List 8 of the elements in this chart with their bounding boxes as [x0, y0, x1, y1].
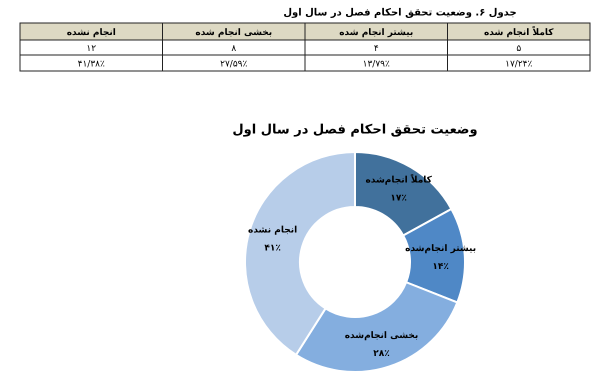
data-label: ۱۴٪	[432, 262, 449, 272]
data-label: ۴۱٪	[264, 244, 281, 254]
table: جدول ۶. وضعیت تحقق احکام فصل در سال اول کاملاً انجام شده بیشتر انجام شده بخشی انجام شده انجام نشده ۵ ۴ ۸ ۱۲ ۱۷/۲۴٪ ۱۳/۷۹٪ ۲۷/۵۹٪ ۴۱/۳۸٪	[20, 8, 590, 72]
data-label: ۲۸٪	[373, 349, 390, 360]
chart-title: وضعیت تحقق احکام فصل در سال اول	[232, 122, 478, 138]
data-label: ۱۷٪	[390, 194, 407, 204]
slice-label: انجام نشده	[248, 226, 298, 236]
slice-label: بخشی انجام‌شده	[344, 331, 418, 342]
